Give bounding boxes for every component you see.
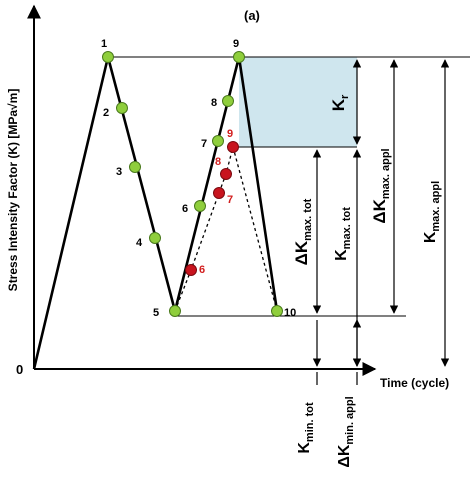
red-points	[185, 141, 239, 276]
k-max-appl-label: Kmax. appl	[422, 181, 442, 243]
green-point-1	[102, 51, 114, 63]
green-point-8	[222, 95, 234, 107]
green-point-5	[169, 305, 181, 317]
x-axis-label: Time (cycle)	[380, 376, 449, 390]
green-label-8: 8	[211, 97, 217, 109]
y-axis-label: Stress Intensity Factor (K) [MPa√m]	[6, 89, 20, 292]
red-label-7: 7	[227, 194, 233, 206]
k-max-tot-label: Kmax. tot	[333, 207, 353, 261]
green-point-3	[129, 161, 141, 173]
kr-label: Kr	[329, 94, 351, 111]
green-label-2: 2	[103, 107, 109, 119]
red-label-8: 8	[215, 156, 221, 168]
origin-label: 0	[16, 362, 23, 377]
green-point-10	[271, 305, 283, 317]
green-label-9: 9	[233, 38, 239, 50]
panel-label: (a)	[244, 8, 260, 23]
green-point-9	[233, 51, 245, 63]
green-label-10: 10	[284, 307, 296, 319]
green-point-2	[116, 102, 128, 114]
red-point-7	[213, 187, 225, 199]
green-label-7: 7	[201, 138, 207, 150]
green-label-3: 3	[116, 166, 122, 178]
green-point-6	[194, 200, 206, 212]
green-point-7	[212, 135, 224, 147]
green-label-6: 6	[182, 203, 188, 215]
green-points	[102, 51, 283, 317]
k-min-tot-label: Kmin. tot	[296, 402, 316, 454]
green-label-5: 5	[153, 307, 159, 319]
effective-load-path	[174, 144, 278, 312]
green-label-1: 1	[101, 38, 107, 50]
red-label-6: 6	[199, 264, 205, 276]
red-point-8	[220, 168, 232, 180]
red-point-9	[227, 141, 239, 153]
dk-min-appl-label: ΔKmin. appl	[336, 396, 356, 467]
kr-shaded-region	[239, 57, 357, 147]
dk-max-appl-label: ΔKmax. appl	[370, 148, 392, 223]
red-point-6	[185, 264, 197, 276]
green-label-4: 4	[136, 237, 143, 249]
green-point-4	[149, 232, 161, 244]
red-label-9: 9	[227, 128, 233, 140]
dk-max-tot-label: ΔKmax. tot	[292, 198, 314, 265]
